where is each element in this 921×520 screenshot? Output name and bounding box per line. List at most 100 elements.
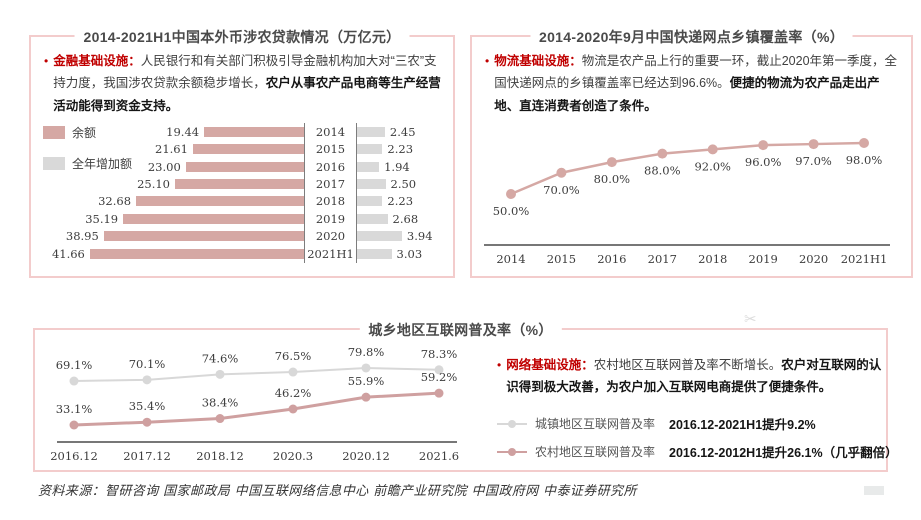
internet-text-bold: 农户对互联网的认识得到极大改善，为农户加入互联网电商提供了便捷条件。: [506, 358, 882, 395]
data-point-marker: [215, 369, 225, 379]
data-point-label: 33.1%: [56, 402, 93, 416]
increase-value-label: 2.45: [389, 124, 416, 139]
x-tick-label: 2020: [799, 252, 828, 266]
data-point-marker: [758, 140, 769, 151]
balance-value-label: 38.95: [65, 229, 99, 244]
bullet-icon: •: [497, 358, 502, 372]
year-label: 2014: [304, 123, 357, 141]
data-point-marker: [556, 167, 567, 178]
x-tick-label: 2016: [597, 252, 626, 266]
data-point-marker: [808, 139, 819, 150]
loans-title: 2014-2021H1中国本外币涉农贷款情况（万亿元）: [74, 27, 410, 47]
balance-bar: [136, 196, 304, 207]
rural-growth-note: 2016.12-2012H1提升26.1%（几乎翻倍）: [669, 446, 898, 460]
x-tick-label: 2018: [698, 252, 727, 266]
loan-row: 19.44 2014 2.45: [41, 123, 449, 141]
loan-row: 41.66 2021H1 3.03: [41, 245, 449, 263]
increase-bar: [357, 161, 380, 172]
balance-value-label: 25.10: [137, 177, 170, 192]
loans-text-bold: 农户从事农产品电商等生产经营活动能得到资金支持。: [53, 76, 441, 113]
data-point-label: 76.5%: [275, 349, 312, 363]
data-point-label: 50.0%: [493, 204, 530, 218]
data-point-marker: [657, 148, 668, 159]
data-point-marker: [434, 365, 444, 375]
data-point-label: 88.0%: [644, 164, 681, 178]
year-label: 2016: [304, 157, 357, 176]
increase-value-label: 3.94: [406, 229, 433, 244]
increase-value-label: 2.23: [387, 194, 414, 209]
balance-bar: [192, 144, 304, 155]
panel-express: 2014-2020年9月中国快递网点乡镇覆盖率（%） • 物流基础设施：物流是农…: [470, 27, 913, 278]
year-label: 2017: [304, 175, 357, 193]
data-point-marker: [288, 367, 298, 377]
rural-legend-label: 农村地区互联网普及率: [535, 445, 656, 459]
x-tick-label: 2015: [547, 252, 576, 266]
internet-title: 城乡地区互联网普及率（%）: [359, 320, 562, 340]
balance-bar: [103, 231, 304, 242]
increase-value-label: 1.94: [384, 159, 410, 174]
x-tick-label: 2017: [648, 252, 677, 266]
balance-bar: [175, 179, 304, 190]
internet-text-normal: 农村地区互联网普及率不断增长。: [593, 358, 782, 372]
internet-legend: 城镇地区互联网普及率 2016.12-2021H1提升9.2% 农村地区互联网普…: [497, 414, 898, 470]
express-commentary: • 物流基础设施：物流是农产品上行的重要一环，截止2020年第一季度，全国快递网…: [485, 50, 903, 117]
data-point-marker: [434, 388, 444, 398]
x-tick-label: 2014: [496, 252, 525, 266]
data-point-label: 74.6%: [202, 351, 239, 365]
loans-text-normal: 人民银行和有关部门积极引导金融机构加大对“三农”支持力度，我国涉农贷款余额稳步增…: [53, 54, 437, 91]
loans-commentary-text: 金融基础设施：人民银行和有关部门积极引导金融机构加大对“三农”支持力度，我国涉农…: [53, 50, 445, 117]
x-tick-label: 2019: [749, 252, 778, 266]
data-point-marker: [215, 414, 225, 424]
year-label: 2020: [304, 227, 357, 246]
express-keyword: 物流基础设施：: [494, 54, 582, 68]
data-point-label: 92.0%: [694, 159, 731, 173]
balance-value-label: 21.61: [155, 142, 188, 157]
internet-commentary-text: 网络基础设施：农村地区互联网普及率不断增长。农户对互联网的认识得到极大改善，为农…: [506, 354, 893, 399]
balance-bar: [123, 213, 304, 224]
increase-bar: [357, 144, 383, 155]
data-point-marker: [69, 420, 79, 430]
data-point-label: 70.1%: [129, 357, 166, 371]
data-point-label: 98.0%: [846, 153, 883, 167]
loan-row: 21.61 2015 2.23: [41, 140, 449, 158]
increase-value-label: 2.68: [392, 211, 419, 226]
x-tick-label: 2016.12: [50, 449, 98, 463]
data-point-label: 79.8%: [348, 345, 385, 359]
data-point-marker: [506, 189, 516, 199]
x-tick-label: 2017.12: [123, 449, 171, 463]
express-text-normal: 物流是农产品上行的重要一环，截止2020年第一季度，全国快递网点的乡镇覆盖率已经…: [494, 54, 898, 91]
increase-bar: [357, 213, 388, 224]
data-point-label: 59.2%: [421, 370, 458, 384]
balance-bar: [89, 248, 304, 259]
panel-loans: 2014-2021H1中国本外币涉农贷款情况（万亿元） • 金融基础设施：人民银…: [29, 27, 455, 278]
data-point-label: 69.1%: [56, 358, 93, 372]
data-point-marker: [606, 157, 617, 168]
increase-bar: [357, 231, 402, 242]
data-point-label: 46.2%: [275, 386, 312, 400]
data-point-label: 78.3%: [421, 347, 458, 361]
balance-value-label: 32.68: [98, 194, 132, 209]
data-point-label: 55.9%: [348, 374, 385, 388]
internet-keyword: 网络基础设施：: [506, 358, 594, 372]
increase-bar: [357, 248, 392, 259]
urban-growth-note: 2016.12-2021H1提升9.2%: [669, 418, 816, 432]
loan-row: 32.68 2018 2.23: [41, 192, 449, 211]
legend-row-urban: 城镇地区互联网普及率 2016.12-2021H1提升9.2%: [497, 414, 898, 433]
data-point-label: 80.0%: [594, 172, 631, 186]
year-label: 2019: [304, 210, 357, 228]
data-point-marker: [361, 392, 371, 402]
bullet-icon: •: [44, 54, 49, 68]
legend-balance-label: 余额: [72, 126, 97, 140]
loan-row: 35.19 2019 2.68: [41, 210, 449, 228]
bullet-icon: •: [485, 54, 490, 68]
loan-row: 23.00 2016 1.94: [41, 157, 449, 176]
data-point-label: 70.0%: [543, 183, 580, 197]
balance-value-label: 23.00: [147, 159, 181, 174]
balance-value-label: 19.44: [166, 124, 200, 139]
loan-tornado-chart: 19.44 2014 2.45 21.61 2015 2.23 23.00 2016 1.94 2…: [41, 123, 449, 264]
balance-bar: [204, 126, 304, 137]
scissors-icon: ✂: [742, 311, 759, 328]
series-line: [510, 141, 865, 196]
coverage-line-chart: 2014 2015 2016 2017 2018 2019 2020 2021H1 50.0% 7…: [484, 138, 890, 266]
